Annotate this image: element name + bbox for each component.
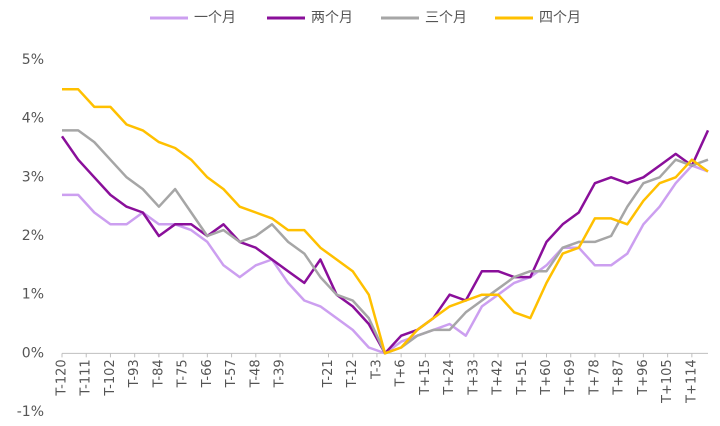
y-tick-label: 1% xyxy=(22,287,44,303)
x-tick-label: T-12 xyxy=(345,359,360,388)
legend-label: 一个月 xyxy=(194,10,236,26)
series-line xyxy=(62,164,709,355)
x-tick-label: T+87 xyxy=(612,359,627,395)
legend-label: 两个月 xyxy=(311,10,353,26)
x-tick-label: T+51 xyxy=(515,359,530,395)
x-tick-label: T+24 xyxy=(442,359,457,395)
x-tick-label: T+96 xyxy=(636,359,651,395)
y-tick-label: 5% xyxy=(22,52,44,68)
y-tick-label: 0% xyxy=(22,345,44,361)
x-tick-label: T-120 xyxy=(55,359,70,396)
series-line xyxy=(62,129,709,355)
x-tick-label: T-3 xyxy=(369,359,384,380)
x-tick-label: T-66 xyxy=(200,359,215,388)
x-tick-label: T+42 xyxy=(491,359,506,395)
x-tick-label: T+33 xyxy=(466,359,481,395)
y-tick-label: 3% xyxy=(22,169,44,185)
x-tick-label: T-57 xyxy=(224,359,239,388)
x-tick-label: T-111 xyxy=(79,359,94,396)
legend-label: 四个月 xyxy=(539,10,581,26)
x-tick-label: T-75 xyxy=(176,359,191,388)
x-tick-label: T-84 xyxy=(151,359,166,388)
x-tick-label: T+78 xyxy=(587,359,602,395)
x-tick-label: T-21 xyxy=(321,359,336,388)
y-tick-label: 2% xyxy=(22,228,44,244)
x-tick-label: T+105 xyxy=(660,359,675,404)
x-tick-label: T+60 xyxy=(539,359,554,395)
series-line xyxy=(62,88,709,355)
x-tick-label: T-48 xyxy=(248,359,263,388)
x-tick-label: T-102 xyxy=(103,359,118,396)
series-line xyxy=(60,129,710,355)
x-tick-label: T+114 xyxy=(684,359,699,404)
legend-label: 三个月 xyxy=(425,10,467,26)
x-tick-label: T-39 xyxy=(273,359,288,388)
y-tick-label: 4% xyxy=(22,111,44,127)
x-tick-label: T+15 xyxy=(418,359,433,395)
x-tick-label: T+69 xyxy=(563,359,578,395)
x-tick-label: T-93 xyxy=(127,359,142,388)
x-tick-label: T+6 xyxy=(394,359,409,387)
y-tick-label: -1% xyxy=(17,404,44,420)
